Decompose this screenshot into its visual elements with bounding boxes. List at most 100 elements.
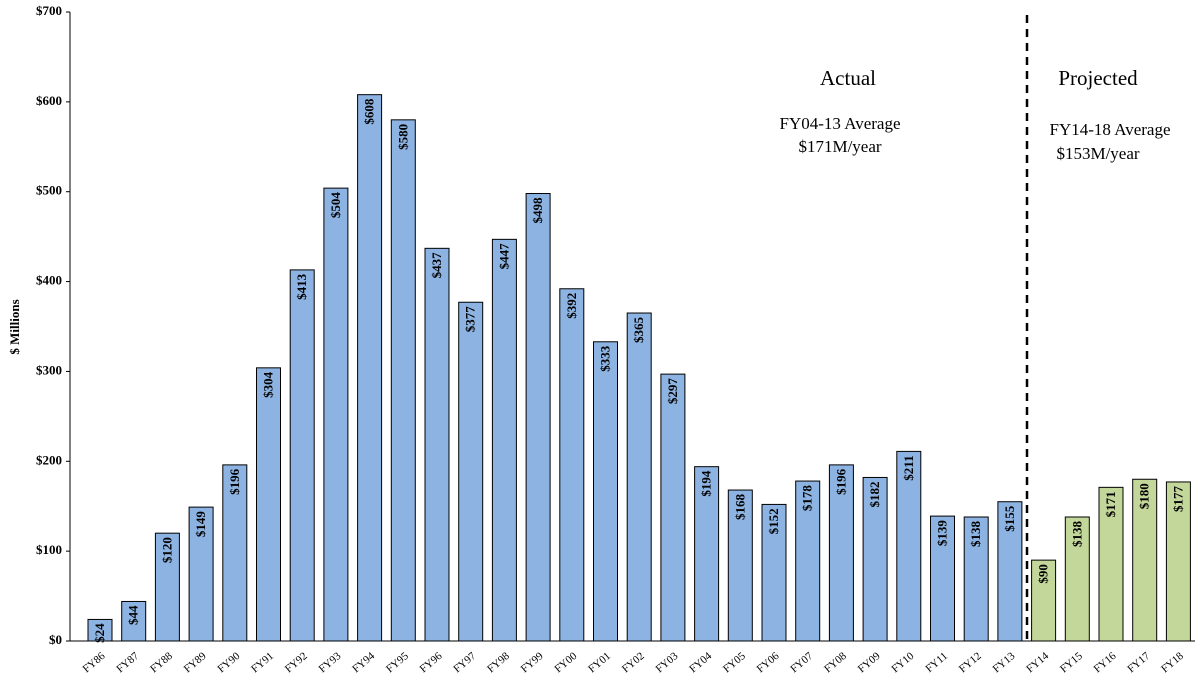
x-tick-label: FY96 <box>418 650 445 676</box>
x-tick-label: FY06 <box>755 650 782 676</box>
bar <box>458 301 484 642</box>
x-tick-label: FY97 <box>451 650 478 676</box>
bar <box>525 193 551 642</box>
value-label: $447 <box>496 243 511 270</box>
y-tick-label: $600 <box>36 93 62 108</box>
x-tick-label: FY13 <box>991 650 1018 676</box>
bar <box>862 476 888 642</box>
value-label: $180 <box>1137 483 1152 509</box>
bar <box>1031 559 1057 642</box>
annotation: FY14-18 Average <box>1049 120 1170 139</box>
annotation: FY04-13 Average <box>779 114 900 133</box>
bar <box>1165 481 1191 642</box>
x-tick-label: FY94 <box>350 650 377 676</box>
x-tick-label: FY12 <box>957 650 984 675</box>
bar <box>1064 516 1090 642</box>
bar <box>559 288 585 642</box>
bar <box>121 600 147 642</box>
x-tick-label: FY04 <box>687 650 714 676</box>
bar <box>963 516 989 642</box>
y-tick-label: $100 <box>36 542 62 557</box>
x-tick-label: FY95 <box>384 650 411 676</box>
value-label: $44 <box>126 605 141 625</box>
y-axis-label: $ Millions <box>7 299 22 354</box>
x-tick-label: FY02 <box>620 650 647 675</box>
x-tick-label: FY98 <box>485 650 512 676</box>
value-label: $177 <box>1170 485 1185 512</box>
y-tick-label: $300 <box>36 362 62 377</box>
x-tick-label: FY15 <box>1058 650 1085 676</box>
value-label: $580 <box>395 124 410 150</box>
value-label: $178 <box>800 485 815 512</box>
x-tick-label: FY10 <box>889 650 916 676</box>
value-label: $608 <box>362 98 377 125</box>
x-tick-label: FY05 <box>721 650 748 676</box>
x-tick-label: FY11 <box>923 650 950 675</box>
value-label: $152 <box>766 508 781 534</box>
value-label: $498 <box>530 197 545 224</box>
value-label: $392 <box>564 293 579 319</box>
x-tick-label: FY92 <box>283 650 310 675</box>
value-label: $196 <box>227 468 242 495</box>
x-tick-label: FY91 <box>249 650 276 675</box>
bar <box>828 464 854 642</box>
y-tick-label: $700 <box>36 3 62 18</box>
value-label: $413 <box>294 273 309 300</box>
bar <box>761 503 787 642</box>
value-label: $168 <box>732 494 747 521</box>
bar <box>357 94 383 642</box>
x-tick-label: FY07 <box>788 650 815 676</box>
x-tick-label: FY90 <box>215 650 242 676</box>
x-tick-label: FY86 <box>81 650 108 676</box>
x-tick-label: FY14 <box>1024 650 1051 676</box>
y-tick-label: $200 <box>36 452 62 467</box>
series-label: Projected <box>1058 66 1138 90</box>
bar <box>896 450 922 642</box>
value-label: $437 <box>429 252 444 279</box>
bar <box>727 489 753 642</box>
annotation: $153M/year <box>1056 144 1139 163</box>
series-label: Actual <box>820 66 876 90</box>
bar <box>795 480 821 642</box>
value-label: $90 <box>1036 564 1051 584</box>
value-label: $182 <box>867 481 882 507</box>
y-tick-label: $400 <box>36 273 62 288</box>
value-label: $155 <box>1002 505 1017 532</box>
value-label: $211 <box>901 455 916 480</box>
x-tick-label: FY88 <box>148 650 175 676</box>
value-label: $171 <box>1103 491 1118 517</box>
annotation: $171M/year <box>798 137 881 156</box>
bar <box>256 367 281 642</box>
x-tick-label: FY17 <box>1125 650 1152 676</box>
bar <box>424 247 450 642</box>
x-tick-label: FY08 <box>822 650 849 676</box>
x-tick-label: FY03 <box>654 650 681 676</box>
x-tick-label: FY16 <box>1092 650 1119 676</box>
bar <box>626 312 652 642</box>
y-tick-label: $500 <box>36 183 62 198</box>
x-tick-label: FY09 <box>856 650 883 676</box>
y-tick-label: $0 <box>49 632 62 647</box>
bar <box>593 341 618 642</box>
bar <box>694 466 720 642</box>
bar <box>660 373 686 642</box>
bar <box>323 187 349 642</box>
value-label: $196 <box>833 468 848 495</box>
bar <box>289 269 315 642</box>
x-tick-label: FY89 <box>182 650 209 676</box>
value-label: $297 <box>665 378 680 405</box>
value-label: $333 <box>597 345 612 372</box>
value-label: $138 <box>968 520 983 547</box>
value-label: $365 <box>631 317 646 344</box>
bar <box>87 618 113 642</box>
x-tick-label: FY00 <box>552 650 579 676</box>
value-label: $139 <box>934 520 949 547</box>
x-tick-label: FY93 <box>317 650 344 676</box>
x-tick-label: FY18 <box>1159 650 1186 676</box>
bar <box>930 515 955 642</box>
value-label: $504 <box>328 192 343 219</box>
value-label: $24 <box>92 623 107 643</box>
bar <box>997 501 1023 642</box>
bar <box>1132 478 1158 642</box>
